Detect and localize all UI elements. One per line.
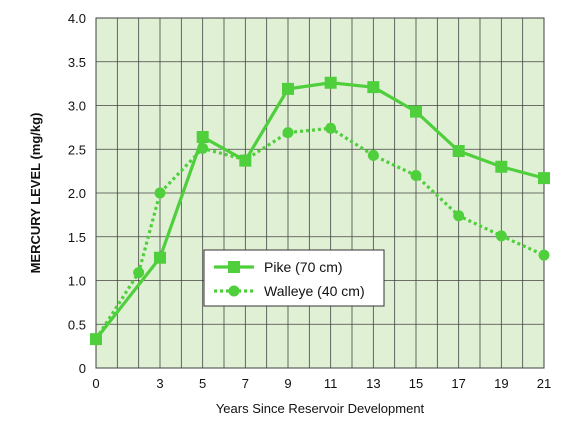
- legend-box: [203, 249, 385, 307]
- data-point: [197, 142, 209, 154]
- data-point: [367, 81, 380, 94]
- data-point: [452, 145, 465, 157]
- data-point: [410, 170, 422, 181]
- x-tick-label: 13: [366, 376, 380, 391]
- y-tick-label: 2.0: [68, 186, 86, 201]
- x-tick-labels: 0 3 5 7 9 11 13 15 17 19 21: [92, 376, 551, 391]
- y-tick-label: 0: [79, 361, 86, 376]
- data-point: [410, 105, 422, 118]
- data-point: [324, 76, 337, 89]
- data-point: [133, 267, 145, 279]
- data-point: [196, 131, 209, 143]
- legend-item: Walleye (40 cm): [214, 283, 365, 299]
- data-point: [538, 249, 550, 261]
- y-axis-title: MERCURY LEVEL (mg/kg): [28, 113, 43, 274]
- x-tick-label: 0: [92, 376, 99, 391]
- y-tick-label: 3.0: [68, 99, 86, 114]
- data-point: [538, 172, 550, 185]
- data-point: [282, 127, 294, 139]
- data-point: [90, 333, 102, 345]
- y-tick-label: 4.0: [68, 11, 86, 26]
- data-point: [495, 230, 507, 242]
- legend-label: Walleye (40 cm): [264, 283, 365, 299]
- y-tick-label: 2.5: [68, 142, 86, 157]
- x-tick-label: 17: [451, 376, 465, 391]
- series-1: [90, 122, 550, 345]
- data-point: [239, 154, 251, 166]
- data-point: [495, 160, 508, 173]
- legend-label: Pike (70 cm): [264, 259, 343, 275]
- series-layer: [90, 76, 550, 346]
- legend-swatch-marker: [228, 285, 240, 297]
- data-point: [154, 251, 166, 264]
- legend: Pike (70 cm) Walleye (40 cm): [203, 249, 385, 307]
- x-tick-label: 3: [156, 376, 163, 391]
- data-point: [154, 187, 166, 199]
- legend-swatch-marker: [228, 261, 240, 273]
- x-tick-label: 9: [284, 376, 291, 391]
- legend-item: Pike (70 cm): [214, 259, 343, 275]
- x-tick-label: 7: [242, 376, 249, 391]
- x-tick-label: 19: [494, 376, 508, 391]
- y-tick-labels: 0 0.5 1.0 1.5 2.0 2.5 3.0 3.5 4.0: [68, 11, 86, 376]
- y-tick-label: 3.5: [68, 55, 86, 70]
- y-tick-label: 0.5: [68, 317, 86, 332]
- x-tick-label: 11: [324, 376, 338, 391]
- data-point: [325, 122, 337, 134]
- x-tick-label: 21: [537, 376, 551, 391]
- data-point: [367, 149, 379, 161]
- x-tick-label: 5: [199, 376, 206, 391]
- y-tick-label: 1.0: [68, 274, 86, 289]
- data-point: [453, 210, 465, 222]
- y-tick-label: 1.5: [68, 230, 86, 245]
- data-point: [282, 82, 294, 95]
- x-axis-title: Years Since Reservoir Development: [216, 401, 425, 416]
- x-tick-label: 15: [409, 376, 423, 391]
